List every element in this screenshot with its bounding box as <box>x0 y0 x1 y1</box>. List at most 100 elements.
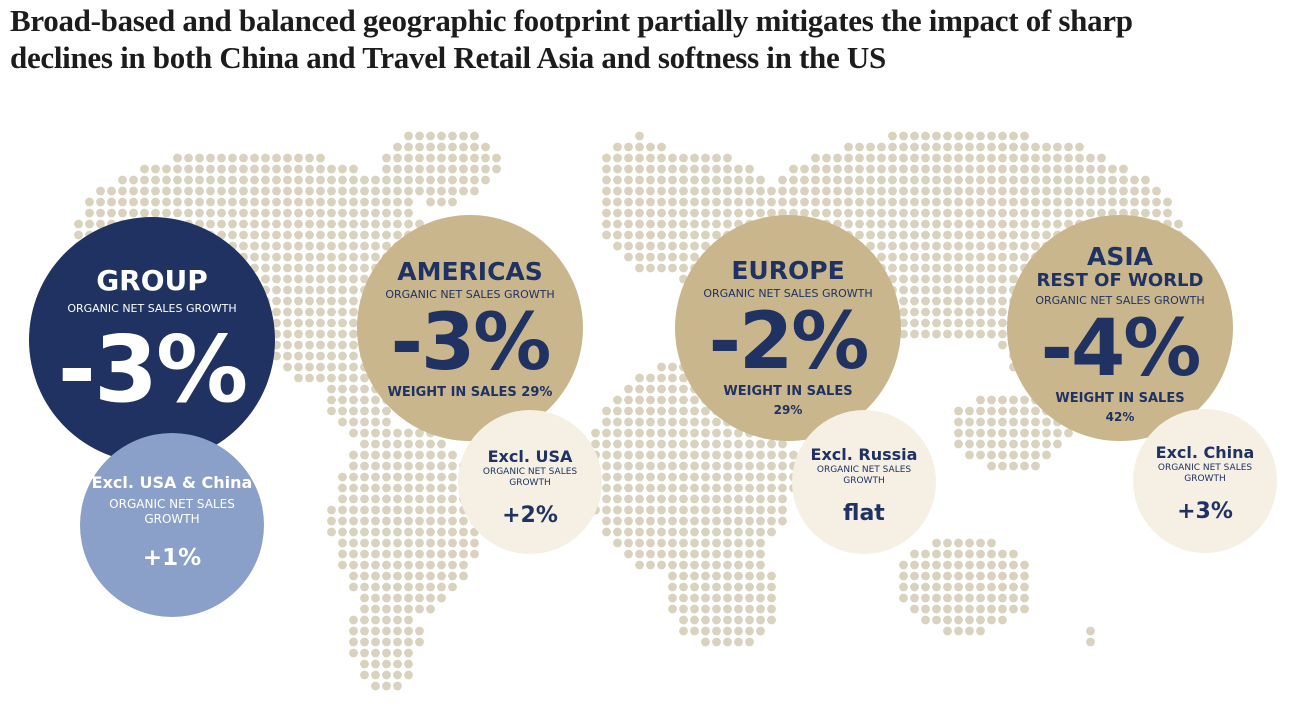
map-dot <box>239 175 248 185</box>
map-dot <box>767 516 776 526</box>
map-dot <box>690 439 699 449</box>
map-dot <box>360 450 369 460</box>
map-dot <box>360 560 369 570</box>
map-dot <box>1075 208 1084 218</box>
map-dot <box>679 450 688 460</box>
map-dot <box>734 626 743 636</box>
map-dot <box>195 186 204 196</box>
map-dot <box>756 505 765 515</box>
map-dot <box>657 516 666 526</box>
map-dot <box>426 516 435 526</box>
map-dot <box>668 175 677 185</box>
map-dot <box>734 461 743 471</box>
map-dot <box>1053 219 1062 229</box>
map-dot <box>305 340 314 350</box>
map-dot <box>470 164 479 174</box>
map-dot <box>734 494 743 504</box>
map-dot <box>932 582 941 592</box>
map-dot <box>338 351 347 361</box>
map-dot <box>613 406 622 416</box>
map-dot <box>437 142 446 152</box>
region-name: AMERICAS <box>397 257 543 286</box>
map-dot <box>668 593 677 603</box>
map-dot <box>393 428 402 438</box>
region-name: EUROPE <box>731 256 845 285</box>
map-dot <box>162 175 171 185</box>
growth-value: -3% <box>390 298 552 388</box>
map-dot <box>657 395 666 405</box>
map-dot <box>1053 142 1062 152</box>
map-dot <box>415 516 424 526</box>
map-dot <box>899 318 908 328</box>
map-dot <box>426 593 435 603</box>
map-dot <box>228 219 237 229</box>
map-dot <box>745 615 754 625</box>
map-dot <box>239 219 248 229</box>
map-dot <box>888 263 897 273</box>
map-dot <box>250 230 259 240</box>
map-dot <box>910 318 919 328</box>
excl-label: Excl. China <box>1155 443 1255 462</box>
map-dot <box>459 142 468 152</box>
map-dot <box>690 241 699 251</box>
map-dot <box>723 186 732 196</box>
map-dot <box>756 208 765 218</box>
map-dot <box>932 604 941 614</box>
map-dot <box>272 230 281 240</box>
map-dot <box>998 417 1007 427</box>
map-dot <box>635 131 644 141</box>
map-dot <box>910 571 919 581</box>
map-dot <box>657 560 666 570</box>
map-dot <box>272 307 281 317</box>
growth-value: -2% <box>708 297 870 387</box>
map-dot <box>415 505 424 515</box>
map-dot <box>701 153 710 163</box>
map-dot <box>349 318 358 328</box>
map-dot <box>965 241 974 251</box>
map-dot <box>316 285 325 295</box>
map-dot <box>470 549 479 559</box>
map-dot <box>921 153 930 163</box>
map-dot <box>866 230 875 240</box>
map-dot <box>129 208 138 218</box>
map-dot <box>1086 637 1095 647</box>
map-dot <box>624 494 633 504</box>
map-dot <box>382 483 391 493</box>
map-dot <box>701 175 710 185</box>
metric-label: ORGANIC NET SALES GROWTH <box>67 302 237 315</box>
map-dot <box>976 230 985 240</box>
map-dot <box>360 197 369 207</box>
map-dot <box>239 197 248 207</box>
map-dot <box>998 285 1007 295</box>
map-dot <box>701 571 710 581</box>
map-dot <box>349 285 358 295</box>
map-dot <box>745 175 754 185</box>
map-dot <box>1053 439 1062 449</box>
map-dot <box>316 164 325 174</box>
map-dot <box>1108 164 1117 174</box>
map-dot <box>129 175 138 185</box>
map-dot <box>712 197 721 207</box>
map-dot <box>690 164 699 174</box>
map-dot <box>943 164 952 174</box>
map-dot <box>294 219 303 229</box>
map-dot <box>382 615 391 625</box>
growth-value: +3% <box>1177 499 1233 524</box>
map-dot <box>437 461 446 471</box>
map-dot <box>899 571 908 581</box>
map-dot <box>272 153 281 163</box>
map-dot <box>943 582 952 592</box>
map-dot <box>679 472 688 482</box>
map-dot <box>756 186 765 196</box>
map-dot <box>910 560 919 570</box>
map-dot <box>613 142 622 152</box>
map-dot <box>943 186 952 196</box>
map-dot <box>921 208 930 218</box>
map-dot <box>327 329 336 339</box>
map-dot <box>976 329 985 339</box>
map-dot <box>437 516 446 526</box>
map-dot <box>668 230 677 240</box>
map-dot <box>602 164 611 174</box>
map-dot <box>371 417 380 427</box>
